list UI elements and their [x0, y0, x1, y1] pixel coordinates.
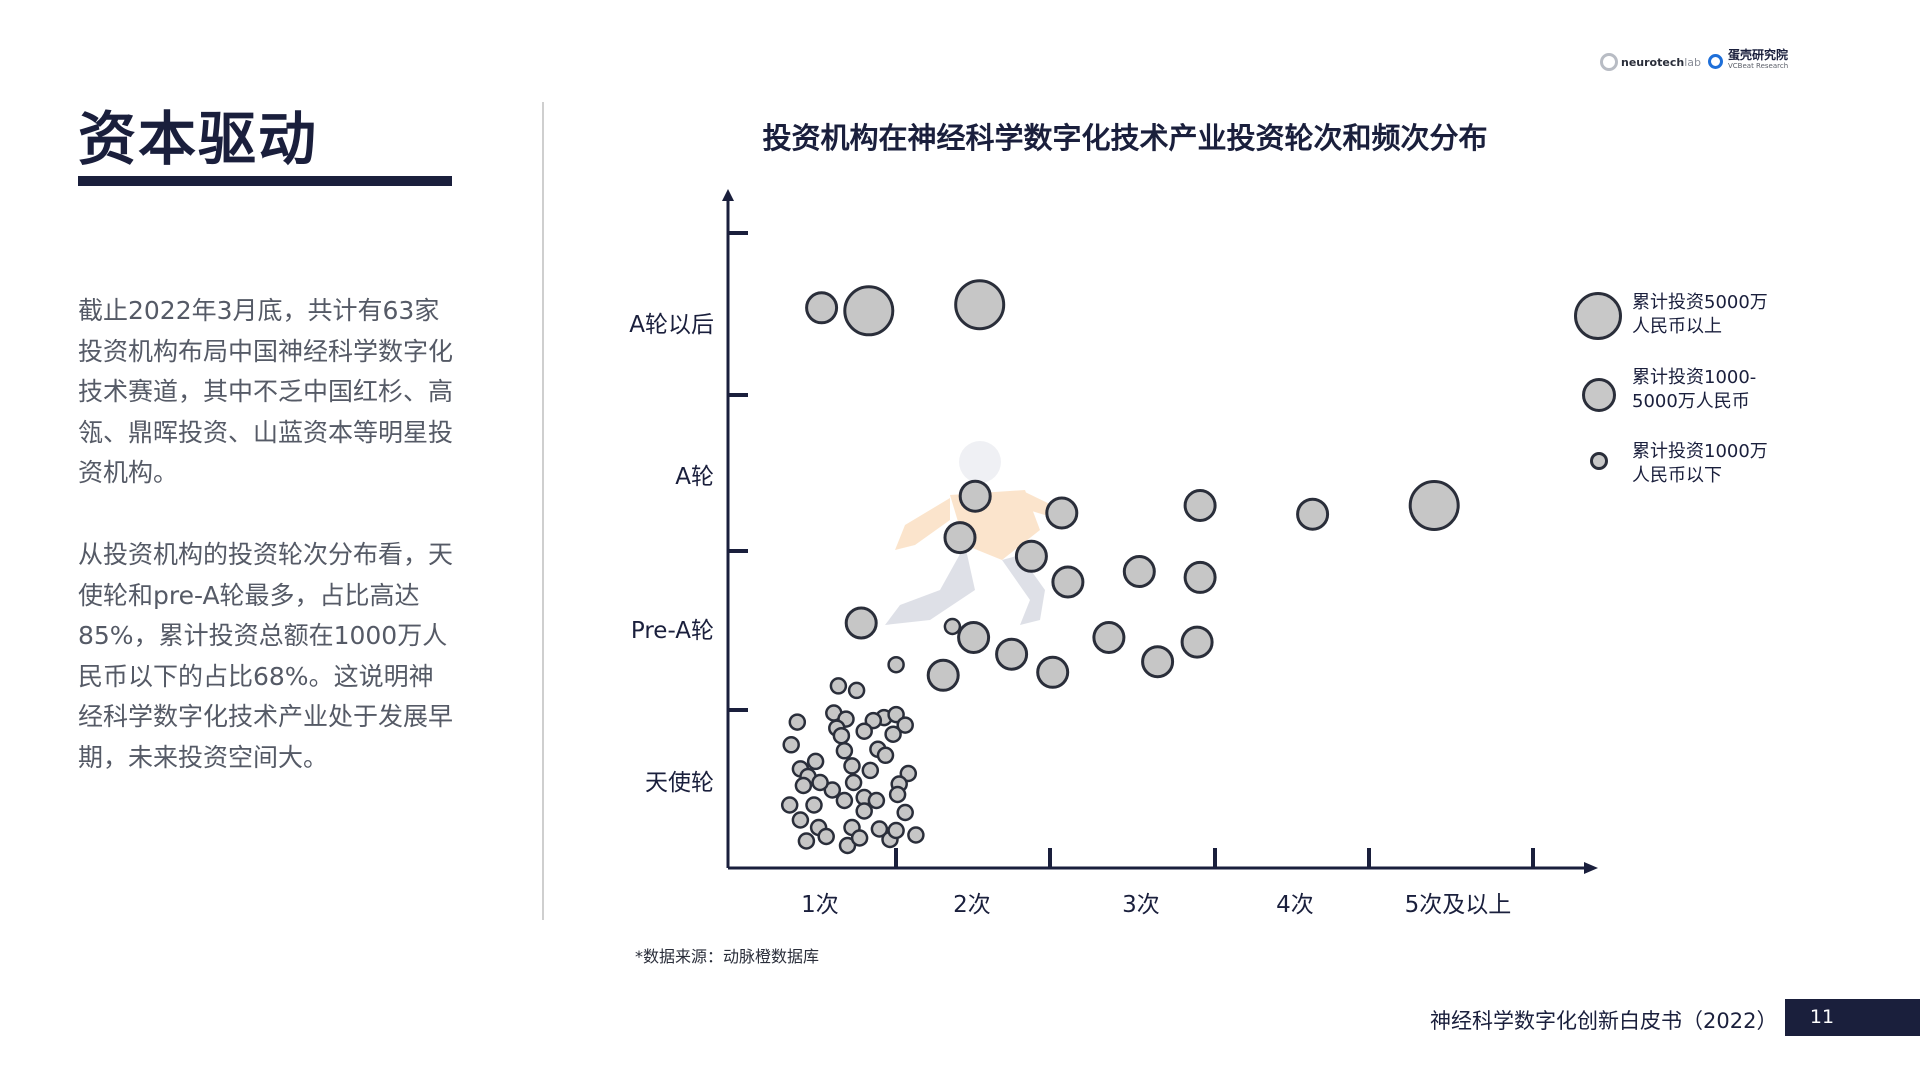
data-point-small	[780, 796, 799, 814]
page-title: 资本驱动	[78, 105, 319, 173]
data-point-medium	[844, 606, 878, 640]
neurotech-logo-suffix: lab	[1684, 55, 1701, 69]
data-point-small	[884, 725, 902, 743]
y-axis-arrow	[722, 189, 734, 201]
legend-label-small: 累计投资1000万 人民币以下	[1632, 441, 1768, 486]
vertical-divider	[542, 102, 544, 920]
x-axis-arrow	[1584, 862, 1598, 874]
data-point-small	[823, 781, 842, 799]
data-point-small	[782, 736, 800, 754]
data-point-small	[788, 713, 807, 731]
page-number-bar	[1785, 999, 1920, 1036]
data-point-medium	[1122, 555, 1156, 588]
data-point-medium	[1014, 539, 1048, 573]
data-point-small	[907, 826, 925, 844]
data-point-small	[887, 655, 905, 674]
neurotechlab-logo: neurotechlab	[1600, 50, 1701, 74]
data-point-small	[835, 742, 854, 760]
size-legend: 累计投资5000万 人民币以上 累计投资1000- 5000万人民币 累计投资1…	[1570, 288, 1870, 488]
data-point-medium	[1092, 621, 1126, 654]
data-point-small	[797, 832, 816, 850]
data-point-medium	[805, 291, 839, 325]
data-point-small	[817, 827, 835, 846]
page-number: 11	[1809, 1006, 1835, 1028]
data-point-medium	[1051, 565, 1085, 599]
data-point-small	[870, 820, 889, 838]
x-tick-label: 5次及以上	[1405, 892, 1512, 918]
data-point-small	[855, 802, 873, 820]
intro-paragraph: 截止2022年3月底，共计有63家投资机构布局中国神经科学数字化技术赛道，其中不…	[78, 296, 454, 487]
data-point-medium	[1183, 560, 1217, 594]
data-point-medium	[1141, 645, 1175, 679]
analysis-paragraph: 从投资机构的投资轮次分布看，天使轮和pre-A轮最多，占比高达85%，累计投资总…	[78, 540, 454, 772]
data-point-small	[844, 773, 863, 792]
legend-label-large: 累计投资5000万 人民币以上	[1632, 292, 1768, 337]
vcbeat-q-icon	[1708, 53, 1723, 69]
data-point-medium	[1296, 497, 1330, 531]
data-point-small	[791, 811, 810, 829]
y-tick-label: 天使轮	[645, 770, 714, 796]
data-point-small	[805, 796, 823, 814]
data-point-small	[832, 726, 851, 745]
data-point-medium	[926, 658, 960, 692]
axis-tick-labels: 1次 2次 3次 4次 5次及以上 天使轮 Pre-A轮 A轮 A轮以后	[629, 312, 1511, 918]
y-tick-label: A轮	[675, 464, 714, 490]
legend-marker-small	[1590, 452, 1608, 470]
data-point-small	[888, 785, 907, 804]
x-tick-label: 2次	[953, 892, 991, 918]
data-point-small	[861, 761, 880, 780]
axis-ticks	[728, 231, 1535, 868]
data-point-small	[794, 776, 813, 795]
x-tick-label: 1次	[801, 892, 839, 918]
data-point-large	[1408, 480, 1460, 531]
x-tick-label: 4次	[1276, 892, 1314, 918]
data-point-small	[811, 773, 829, 792]
data-point-small	[829, 677, 848, 695]
data-point-small	[887, 821, 905, 840]
data-point-small	[850, 829, 869, 847]
title-underline	[78, 176, 452, 186]
data-point-small	[876, 746, 895, 765]
data-point-small	[806, 752, 825, 771]
x-tick-label: 3次	[1122, 892, 1160, 918]
data-point-small	[943, 617, 962, 636]
data-point-medium	[1180, 625, 1214, 659]
data-point-small	[838, 836, 857, 855]
data-point-medium	[1045, 496, 1079, 530]
data-point-medium	[995, 637, 1029, 671]
data-point-small	[896, 716, 914, 734]
vcbeat-logo: 蛋壳研究院 VCBeat Research	[1708, 48, 1789, 72]
data-point-medium	[1183, 489, 1217, 522]
y-tick-label: A轮以后	[629, 312, 714, 338]
data-point-medium	[958, 479, 992, 513]
data-point-small	[896, 803, 914, 822]
data-point-medium	[957, 621, 991, 654]
data-point-small	[867, 791, 886, 810]
chart-axes	[722, 189, 1598, 874]
footer-title: 神经科学数字化创新白皮书（2022）	[1430, 1009, 1778, 1033]
data-point-small	[835, 791, 854, 810]
legend-marker-large	[1574, 292, 1622, 340]
legend-label-medium: 累计投资1000- 5000万人民币	[1632, 367, 1757, 412]
neurotech-logo-main: neurotech	[1621, 55, 1685, 69]
data-point-small	[847, 681, 866, 700]
data-point-large	[843, 285, 895, 337]
data-point-large	[954, 279, 1006, 331]
data-source-note: *数据来源：动脉橙数据库	[635, 947, 820, 966]
neurotech-ring-icon	[1600, 53, 1618, 71]
data-point-small	[843, 757, 861, 775]
vcbeat-logo-en: VCBeat Research	[1728, 62, 1789, 70]
data-points	[780, 279, 1460, 855]
legend-marker-medium	[1582, 378, 1616, 412]
data-point-small	[855, 722, 873, 740]
data-point-medium	[943, 521, 977, 555]
vcbeat-logo-cn: 蛋壳研究院	[1728, 48, 1789, 62]
y-tick-label: Pre-A轮	[631, 618, 714, 644]
chart-title: 投资机构在神经科学数字化技术产业投资轮次和频次分布	[762, 121, 1488, 155]
data-point-medium	[1036, 655, 1070, 689]
